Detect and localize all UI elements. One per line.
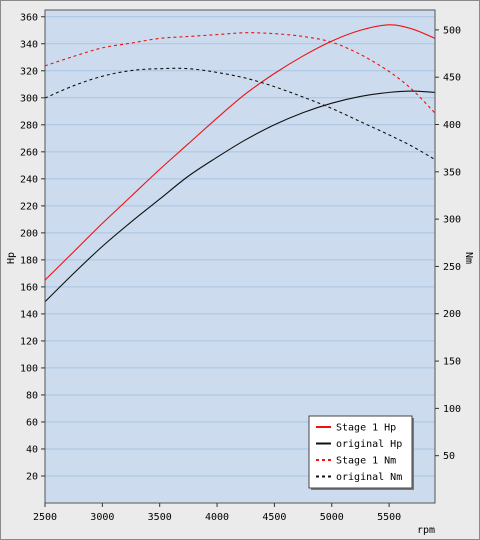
series-line-stage-1-hp [45,24,435,281]
series-line-original-hp [45,90,435,303]
y-left-tick-label: 100 [20,363,38,374]
y-right-tick-label: 200 [443,309,461,320]
series-line-original-nm [45,67,435,160]
y-left-tick-label: 120 [20,336,38,347]
y-axis-left-label: Hp [6,252,17,264]
series-line-stage-1-nm [45,32,435,114]
y-left-tick-label: 320 [20,66,38,77]
y-left-tick-label: 280 [20,120,38,131]
y-axis-right: 50 100 150 200 250 300 350 400 450 500 [435,25,461,462]
y-left-tick-label: 240 [20,174,38,185]
y-left-tick-label: 220 [20,201,38,212]
x-tick-label: 3000 [90,512,114,523]
legend-entry-label: original Hp [336,439,402,450]
x-tick-label: 4000 [205,512,229,523]
legend-entry-label: Stage 1 Hp [336,423,396,434]
y-right-tick-label: 350 [443,167,461,178]
y-right-tick-label: 100 [443,404,461,415]
y-right-tick-label: 150 [443,357,461,368]
legend-entry-label: original Nm [336,472,402,483]
x-tick-label: 2500 [33,512,57,523]
y-right-tick-label: 450 [443,73,461,84]
x-tick-label: 5500 [377,512,401,523]
x-tick-label: 4500 [262,512,286,523]
series-layer [45,24,435,303]
y-right-tick-label: 300 [443,215,461,226]
x-tick-label: 5000 [320,512,344,523]
y-left-tick-label: 300 [20,93,38,104]
y-right-tick-label: 250 [443,262,461,273]
y-left-tick-label: 40 [26,444,38,455]
x-tick-label: 3500 [148,512,172,523]
y-left-tick-label: 180 [20,255,38,266]
y-left-tick-label: 80 [26,390,38,401]
x-axis-label: rpm [417,525,435,536]
y-left-tick-label: 140 [20,309,38,320]
y-left-tick-label: 60 [26,417,38,428]
y-left-tick-label: 340 [20,39,38,50]
y-left-tick-label: 360 [20,12,38,23]
x-axis: 2500 3000 3500 4000 4500 5000 5500 [33,503,401,523]
y-left-tick-label: 200 [20,228,38,239]
y-right-tick-label: 400 [443,120,461,131]
y-axis-left: 20 40 60 80 100 120 140 160 180 200 220 240 260 280 30… [20,12,45,482]
plot-border [44,9,436,504]
legend: Stage 1 Hp original Hp Stage 1 Nm original … [308,415,414,490]
y-left-tick-label: 20 [26,471,38,482]
legend-entry-label: Stage 1 Nm [336,456,396,467]
y-right-tick-label: 50 [443,451,455,462]
y-axis-right-label: Nm [463,252,474,264]
y-left-tick-label: 160 [20,282,38,293]
y-left-tick-label: 260 [20,147,38,158]
y-right-tick-label: 500 [443,25,461,36]
